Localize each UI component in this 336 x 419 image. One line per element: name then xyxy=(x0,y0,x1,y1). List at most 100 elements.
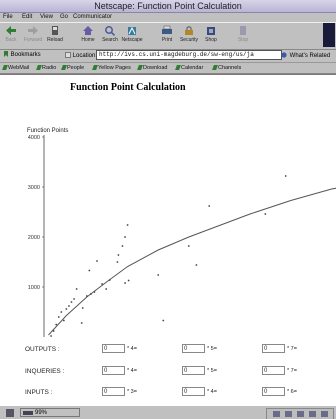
url-input[interactable]: http://ivs.cs.uni-magdeburg.de/sw-eng/us… xyxy=(96,50,282,60)
data-point xyxy=(88,269,91,272)
security-lock-icon xyxy=(185,26,193,35)
address-book-icon[interactable] xyxy=(321,411,328,417)
search-icon xyxy=(105,26,116,36)
row-label: INPUTS : xyxy=(25,389,53,396)
location-label: Location: xyxy=(65,52,97,59)
data-point xyxy=(126,224,129,226)
data-point xyxy=(89,293,92,295)
page-content[interactable]: Function Point Calculation Function Poin… xyxy=(0,74,336,406)
y-tick-label: 2000 xyxy=(28,235,40,241)
count-input[interactable]: 0 xyxy=(102,344,125,353)
count-input[interactable]: 0 xyxy=(182,344,205,353)
personal-people[interactable]: People xyxy=(61,65,84,71)
weight-factor: * 3= xyxy=(127,389,137,395)
page-title: Function Point Calculation xyxy=(70,82,186,93)
data-point xyxy=(195,264,198,266)
composer-icon[interactable] xyxy=(309,411,316,417)
weight-factor: * 7= xyxy=(287,368,297,374)
data-point xyxy=(52,330,55,332)
related-icon xyxy=(281,52,287,58)
forward-button[interactable]: Forward xyxy=(22,25,44,47)
data-point xyxy=(73,298,75,300)
data-point xyxy=(116,261,119,263)
data-point xyxy=(93,291,96,293)
data-point xyxy=(68,305,70,307)
personal-download[interactable]: Download xyxy=(137,65,167,71)
stop-icon xyxy=(240,26,246,35)
data-point xyxy=(65,308,68,310)
netscape-button[interactable]: Netscape xyxy=(121,25,143,47)
y-axis-ticks: 1000 2000 3000 4000 xyxy=(28,135,44,291)
count-input[interactable]: 0 xyxy=(102,366,125,375)
data-point xyxy=(96,260,98,262)
status-bar: 99% xyxy=(0,405,336,419)
menu-bar: File Edit View Go Communicator xyxy=(0,13,336,22)
reload-icon xyxy=(52,26,58,35)
weight-factor: * 5= xyxy=(207,368,217,374)
weight-factor: * 4= xyxy=(207,389,217,395)
personal-channels[interactable]: Channels xyxy=(212,65,241,71)
personal-radio[interactable]: Radio xyxy=(36,65,56,71)
data-point xyxy=(57,316,60,318)
security-button[interactable]: Security xyxy=(178,25,200,47)
weight-factor: * 4= xyxy=(127,368,137,374)
title-bar[interactable]: Netscape: Function Point Calculation xyxy=(0,0,336,13)
personal-yellow-pages[interactable]: Yellow Pages xyxy=(92,65,131,71)
security-status-icon[interactable] xyxy=(6,409,14,417)
print-button[interactable]: Print xyxy=(156,25,178,47)
navigator-icon[interactable] xyxy=(273,411,280,417)
data-point xyxy=(117,254,120,256)
count-input[interactable]: 0 xyxy=(182,387,205,396)
whats-related-button[interactable]: What's Related xyxy=(281,52,330,59)
home-icon xyxy=(83,26,93,35)
menu-view[interactable]: View xyxy=(40,14,53,20)
count-input[interactable]: 0 xyxy=(262,366,285,375)
personal-calendar[interactable]: Calendar xyxy=(175,65,203,71)
row-label: OUTPUTS : xyxy=(25,346,60,353)
y-tick-label: 3000 xyxy=(28,185,40,191)
count-input[interactable]: 0 xyxy=(262,387,285,396)
menu-go[interactable]: Go xyxy=(60,14,69,20)
menu-communicator[interactable]: Communicator xyxy=(73,14,113,20)
data-point xyxy=(85,295,88,297)
menu-edit[interactable]: Edit xyxy=(22,14,33,20)
weight-factor: * 6= xyxy=(287,389,297,395)
data-point xyxy=(208,205,211,207)
newsgroups-icon[interactable] xyxy=(297,411,304,417)
search-button[interactable]: Search xyxy=(99,25,121,47)
data-point xyxy=(264,213,267,215)
navigation-toolbar: Back Forward Reload Home Search Netscape… xyxy=(0,22,336,50)
data-point xyxy=(157,274,160,276)
data-point xyxy=(62,319,65,322)
mail-icon[interactable] xyxy=(285,411,292,417)
stop-button[interactable]: Stop xyxy=(232,25,254,47)
shop-button[interactable]: Shop xyxy=(200,25,222,47)
count-input[interactable]: 0 xyxy=(182,366,205,375)
data-point xyxy=(284,175,287,177)
count-input[interactable]: 0 xyxy=(262,344,285,353)
trend-curve xyxy=(48,187,336,336)
bookmarks-button[interactable]: Bookmarks xyxy=(3,51,41,58)
weight-factor: * 5= xyxy=(207,346,217,352)
personal-webmail[interactable]: WebMail xyxy=(2,65,29,71)
data-point xyxy=(121,245,124,247)
back-button[interactable]: Back xyxy=(0,25,22,47)
menu-file[interactable]: File xyxy=(3,14,13,20)
data-point xyxy=(101,283,103,285)
location-toolbar: Bookmarks Location: http://ivs.cs.uni-ma… xyxy=(0,49,336,63)
netscape-icon xyxy=(128,26,136,35)
component-bar xyxy=(266,408,334,419)
count-input[interactable]: 0 xyxy=(102,387,125,396)
row-label: INQUERIES : xyxy=(25,368,65,375)
home-button[interactable]: Home xyxy=(77,25,99,47)
data-point xyxy=(124,236,126,238)
status-progress: 99% xyxy=(20,408,80,417)
scatter-points xyxy=(50,175,287,337)
data-point xyxy=(81,307,84,309)
y-axis-label: Function Points xyxy=(27,128,68,134)
shop-icon xyxy=(207,27,215,35)
reload-button[interactable]: Reload xyxy=(44,25,66,47)
data-point xyxy=(60,311,63,313)
weight-factor: * 4= xyxy=(127,346,137,352)
